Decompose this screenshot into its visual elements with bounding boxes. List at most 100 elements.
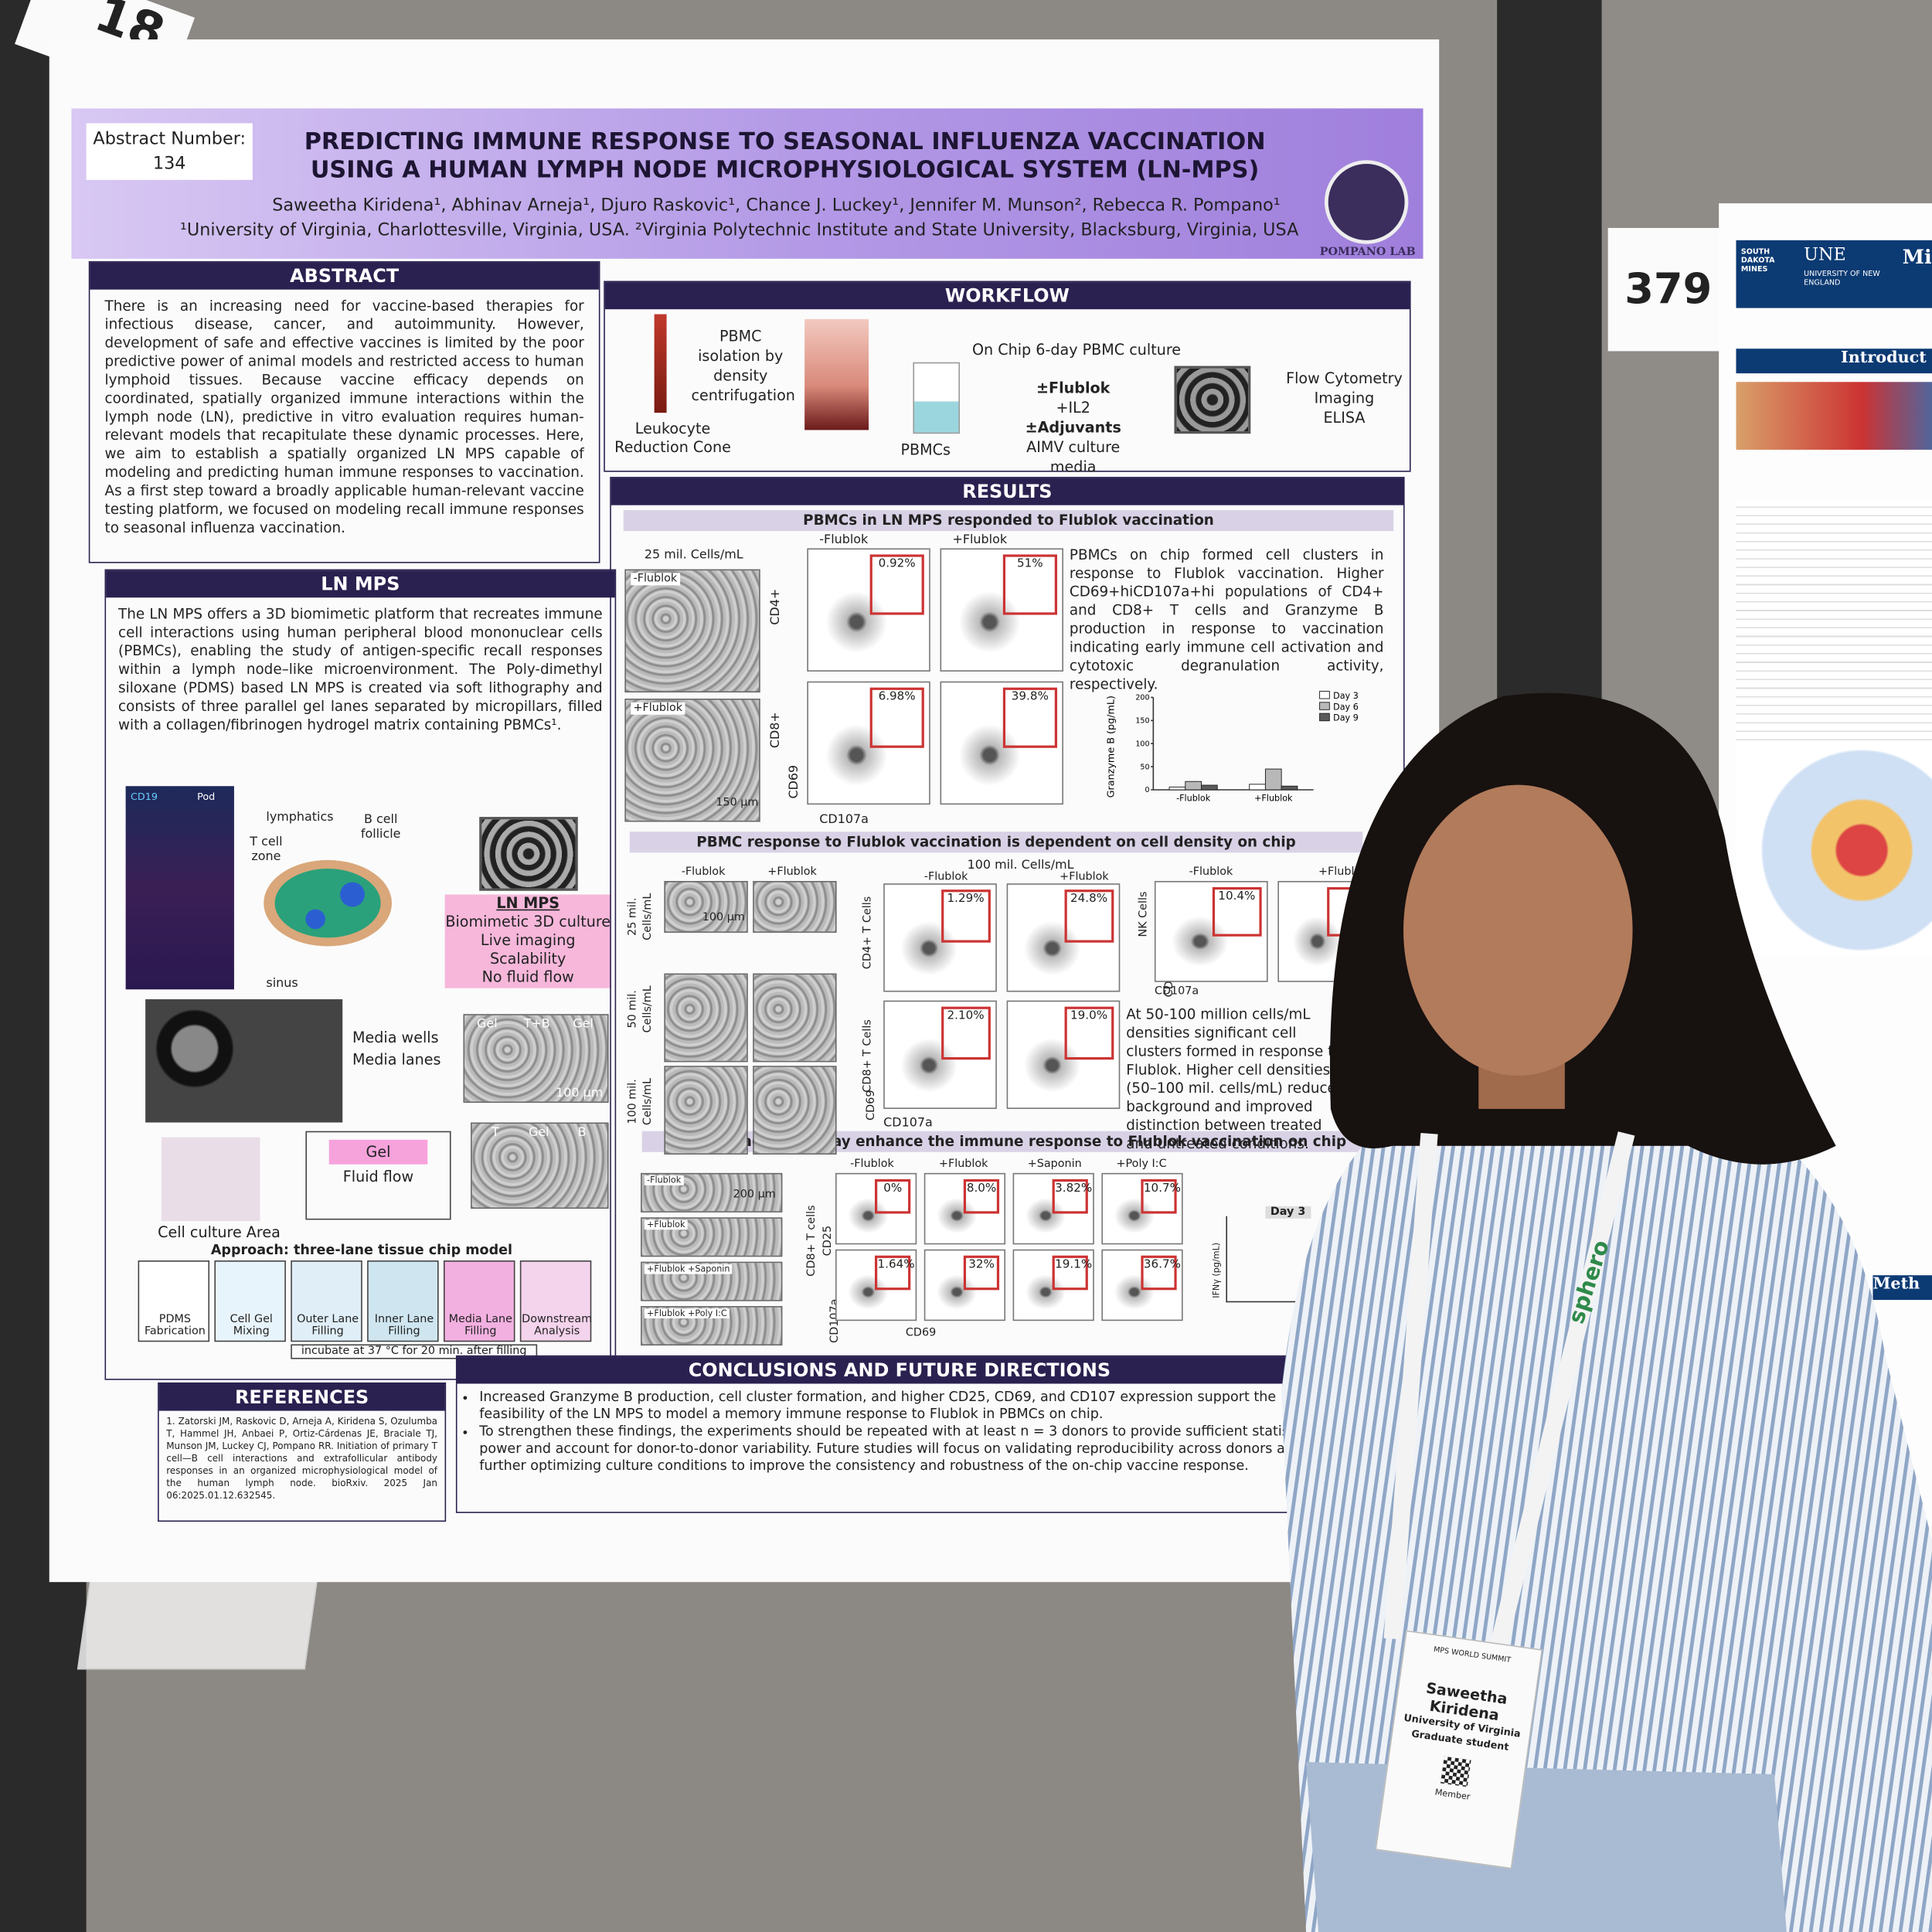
bar <box>1201 784 1218 791</box>
box-item: Scalability <box>490 950 566 968</box>
gate: 19.1% <box>1052 1255 1092 1291</box>
face <box>1403 784 1633 1076</box>
label: -Flublok <box>631 573 680 586</box>
label: +Flublok <box>644 1219 688 1230</box>
legend-swatch <box>1319 702 1330 710</box>
step: Cell Gel Mixing <box>214 1260 286 1342</box>
label: T cell zone <box>250 835 283 864</box>
label: Flow Cytometry <box>1286 369 1403 387</box>
flow-plot: 1.64% <box>835 1249 917 1321</box>
abstract-number-box: Abstract Number: 134 <box>86 123 253 180</box>
side-section: Introduct <box>1736 349 1932 374</box>
label: Imaging <box>1314 389 1375 407</box>
logo-text: UNE <box>1804 245 1846 265</box>
gel: Gel <box>328 1139 428 1165</box>
flow-plot: 10.4% <box>1154 880 1268 982</box>
culture-area-label: Cell culture Area <box>158 1223 281 1241</box>
section-heading: RESULTS <box>611 478 1404 505</box>
label: lymphatics <box>266 811 334 825</box>
flow-plot: 0% <box>835 1172 917 1245</box>
chip-image: +Flublok +Poly I:C <box>641 1306 783 1346</box>
ln-mps-box: LN MPS Biomimetic 3D culture Live imagin… <box>444 894 611 988</box>
column-label: +Flublok <box>952 533 1008 547</box>
label: -Flublok <box>644 1175 684 1185</box>
cone <box>654 314 667 413</box>
steps: PDMS Fabrication Cell Gel Mixing Outer Lan… <box>138 1260 619 1344</box>
legend-swatch <box>1319 690 1330 699</box>
title-line: USING A HUMAN LYMPH NODE MICROPHYSIOLOGI… <box>310 156 1260 184</box>
label: Media wells <box>352 1029 439 1046</box>
column-label: +Poly I:C <box>1116 1158 1167 1171</box>
side-poster: SOUTH DAKOTA MINES UNE UNIVERSITY OF NEW… <box>1719 203 1932 1639</box>
chip-image <box>753 880 837 933</box>
affiliations: ¹University of Virginia, Charlottesville… <box>179 220 1299 240</box>
chip-image: +Flublok +Saponin <box>641 1261 783 1301</box>
y-tick-label: 0 <box>1145 786 1149 794</box>
chip-image: +Flublok <box>624 699 760 822</box>
label: Pod <box>197 791 216 802</box>
bar <box>1264 768 1282 791</box>
label: sinus <box>266 977 298 991</box>
header-band <box>71 108 1423 259</box>
lab-name: POMPANO LAB <box>1319 246 1416 259</box>
logo-text: SOUTH DAKOTA MINES <box>1740 247 1775 274</box>
flow-plot: 51% <box>940 548 1063 672</box>
label: On Chip 6-day PBMC culture <box>971 341 1182 359</box>
step-label: Outer Lane Filling <box>297 1313 359 1338</box>
bottle <box>913 362 961 434</box>
column-label: -Flublok <box>819 533 869 547</box>
abstract-section: ABSTRACT There is an increasing need for… <box>88 261 600 563</box>
y-tick-label: 100 <box>1135 740 1149 748</box>
label: PBMCs <box>900 440 951 459</box>
gate: 24.8% <box>1063 889 1114 943</box>
column-label: -Flublok <box>850 1158 894 1171</box>
step-label: Inner Lane Filling <box>374 1313 434 1338</box>
step-label: Media Lane Filling <box>448 1313 512 1338</box>
axis-label: CD69 <box>905 1327 937 1340</box>
step: Inner Lane Filling <box>367 1260 439 1342</box>
booth-number: 379 <box>1607 227 1729 352</box>
section-heading: CONCLUSIONS AND FUTURE DIRECTIONS <box>457 1356 1342 1384</box>
box-item: Biomimetic 3D culture <box>445 913 611 930</box>
gate: 10.4% <box>1212 886 1262 937</box>
label: ±Flublok <box>1036 379 1111 397</box>
chip-photo <box>145 999 343 1123</box>
chip-image <box>664 1066 748 1155</box>
flow-plot: 10.7% <box>1101 1172 1183 1245</box>
gate: 39.8% <box>1002 687 1057 748</box>
column-label: +Flublok <box>938 1158 988 1171</box>
axis-label: CD107a <box>1154 985 1199 998</box>
column-label: +Flublok <box>767 866 817 879</box>
lab-logo <box>1324 160 1409 244</box>
panel-text: At 50-100 million cells/mL densities sig… <box>1126 1005 1345 1152</box>
qr <box>1440 1756 1471 1787</box>
column-label: -Flublok <box>923 871 968 884</box>
abstract-text: There is an increasing need for vaccine-… <box>104 297 584 536</box>
gate: 0% <box>875 1179 911 1214</box>
gate: 6.98% <box>869 687 924 748</box>
chip-image: -Flublok <box>624 569 760 693</box>
title: PREDICTING IMMUNE RESPONSE TO SEASONAL I… <box>261 128 1308 185</box>
gate: 2.10% <box>940 1006 991 1060</box>
step: Outer Lane Filling <box>291 1260 362 1342</box>
legend-label: Day 3 <box>1333 691 1359 701</box>
label: Leukocyte Reduction Cone <box>614 420 731 456</box>
label: Media lanes <box>352 1051 441 1069</box>
flow-plot: 8.0% <box>923 1172 1006 1245</box>
tube <box>804 318 869 430</box>
label: 100 mil. Cells/mL <box>967 859 1074 872</box>
chip-image <box>753 1066 837 1155</box>
bullet: To strengthen these findings, the experi… <box>479 1423 1342 1475</box>
chip-icon <box>479 817 578 891</box>
label: Day 3 <box>1265 1206 1311 1219</box>
gate: 32% <box>964 1255 1000 1291</box>
flow-plot: 6.98% <box>807 681 930 805</box>
bullets: Increased Granzyme B production, cell cl… <box>457 1389 1342 1475</box>
granzyme-chart: Granzyme B (pg/mL) 0 50 100 150 200 -Flublok +F… <box>1105 690 1359 803</box>
step: Media Lane Filling <box>443 1260 515 1342</box>
section-heading: ABSTRACT <box>90 262 599 290</box>
chip-image <box>664 880 748 933</box>
box-item: No fluid flow <box>481 968 574 986</box>
chip-image <box>664 973 748 1063</box>
